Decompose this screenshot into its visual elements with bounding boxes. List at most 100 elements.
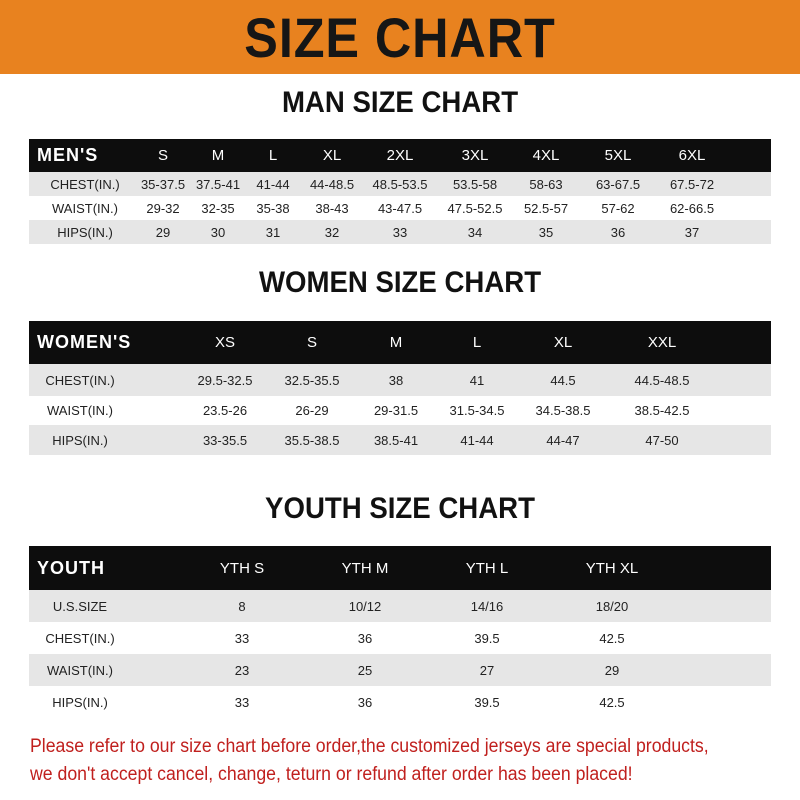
measurement-cell: 42.5 (599, 630, 625, 646)
measurement-cell: 44.5 (550, 372, 576, 388)
measurement-cell: 30 (210, 224, 226, 240)
size-header: XL (322, 147, 342, 164)
measurement-cell: 36 (610, 224, 626, 240)
measurement-cell: 47-50 (645, 432, 679, 448)
measurement-cell: 38-43 (315, 200, 349, 216)
table-row: CHEST(IN.) 35-37.5 37.5-41 41-44 44-48.5 48.5… (29, 172, 771, 196)
footer-notice: Please refer to our size chart before or… (30, 733, 737, 789)
measurement-cell: 58-63 (529, 176, 563, 192)
row-label: HIPS(IN.) (52, 694, 108, 710)
size-header: XS (214, 334, 236, 351)
measurement-cell: 39.5 (474, 694, 500, 710)
size-header: 3XL (461, 147, 489, 164)
size-header: XXL (647, 334, 677, 351)
size-header: M (389, 334, 403, 351)
size-header: M (211, 147, 225, 164)
measurement-cell: 18/20 (595, 598, 629, 614)
row-label: CHEST(IN.) (45, 630, 115, 646)
table-row: WAIST(IN.) 23.5-26 26-29 29-31.5 31.5-34.5 34… (29, 396, 771, 425)
measurement-cell: 29 (604, 662, 620, 678)
table-row: HIPS(IN.) 33 36 39.5 42.5 (29, 686, 771, 718)
size-header: S (157, 147, 169, 164)
youth-chart-title: YOUTH SIZE CHART (265, 492, 535, 525)
row-label: WAIST(IN.) (52, 200, 118, 216)
measurement-cell: 67.5-72 (669, 176, 715, 192)
footer-line-2: we don't accept cancel, change, teturn o… (30, 764, 633, 785)
measurement-cell: 31 (265, 224, 281, 240)
women-size-table: WOMEN'S XS S M L XL XXL CHEST(IN.) 29.5-32.5 32.5… (29, 321, 771, 455)
measurement-cell: 44.5-48.5 (634, 372, 690, 388)
measurement-cell: 8 (238, 598, 246, 614)
row-label: WAIST(IN.) (47, 662, 113, 678)
measurement-cell: 48.5-53.5 (372, 176, 428, 192)
measurement-cell: 38.5-42.5 (634, 403, 690, 418)
measurement-cell: 37.5-41 (195, 176, 241, 192)
size-header: 6XL (678, 147, 706, 164)
measurement-cell: 37 (684, 224, 700, 240)
men-header-row: MEN'S S M L XL 2XL 3XL 4XL 5XL 6XL (29, 139, 771, 172)
table-row: WAIST(IN.) 29-32 32-35 35-38 38-43 43-47.5 47.… (29, 196, 771, 220)
measurement-cell: 36 (357, 694, 373, 710)
table-row: WAIST(IN.) 23 25 27 29 (29, 654, 771, 686)
footer-line-1: Please refer to our size chart before or… (30, 736, 709, 757)
size-header: 2XL (386, 147, 414, 164)
size-header: YTH S (219, 559, 265, 577)
measurement-cell: 29.5-32.5 (197, 372, 253, 388)
measurement-cell: 35.5-38.5 (284, 432, 340, 448)
row-label: HIPS(IN.) (52, 432, 108, 448)
row-label: CHEST(IN.) (45, 372, 115, 388)
table-row: CHEST(IN.) 33 36 39.5 42.5 (29, 622, 771, 654)
table-title-cell: WOMEN'S (37, 332, 132, 352)
measurement-cell: 32 (324, 224, 340, 240)
youth-header-row: YOUTH YTH S YTH M YTH L YTH XL (29, 546, 771, 590)
measurement-cell: 62-66.5 (669, 200, 715, 216)
measurement-cell: 42.5 (599, 694, 625, 710)
measurement-cell: 33 (234, 630, 250, 646)
size-header: YTH XL (585, 559, 639, 577)
size-header: S (306, 334, 318, 351)
row-label: WAIST(IN.) (47, 403, 113, 418)
measurement-cell: 33 (392, 224, 408, 240)
table-row: U.S.SIZE 8 10/12 14/16 18/20 (29, 590, 771, 622)
measurement-cell: 41-44 (256, 176, 290, 192)
measurement-cell: 35-38 (256, 200, 290, 216)
measurement-cell: 35 (538, 224, 554, 240)
measurement-cell: 53.5-58 (452, 176, 498, 192)
table-row: CHEST(IN.) 29.5-32.5 32.5-35.5 38 41 44.5 44.5… (29, 364, 771, 396)
youth-size-table: YOUTH YTH S YTH M YTH L YTH XL U.S.SIZE 8 10/12… (29, 546, 771, 718)
measurement-cell: 39.5 (474, 630, 500, 646)
measurement-cell: 47.5-52.5 (447, 200, 503, 216)
measurement-cell: 23 (234, 662, 250, 678)
table-row: HIPS(IN.) 33-35.5 35.5-38.5 38.5-41 41-44 44-… (29, 425, 771, 455)
size-header: L (268, 147, 278, 164)
measurement-cell: 35-37.5 (140, 176, 186, 192)
men-chart-title: MAN SIZE CHART (281, 86, 519, 119)
measurement-cell: 52.5-57 (523, 200, 569, 216)
measurement-cell: 32.5-35.5 (284, 372, 340, 388)
measurement-cell: 34 (467, 224, 483, 240)
size-header: YTH M (341, 559, 389, 577)
measurement-cell: 57-62 (601, 200, 635, 216)
measurement-cell: 14/16 (470, 598, 504, 614)
measurement-cell: 27 (479, 662, 495, 678)
measurement-cell: 31.5-34.5 (449, 403, 505, 418)
size-header: 4XL (532, 147, 560, 164)
measurement-cell: 43-47.5 (377, 200, 423, 216)
women-chart-title: WOMEN SIZE CHART (258, 266, 542, 299)
size-header: XL (553, 334, 573, 351)
measurement-cell: 44-48.5 (309, 176, 355, 192)
table-row: HIPS(IN.) 29 30 31 32 33 34 35 36 37 (29, 220, 771, 244)
row-label: CHEST(IN.) (50, 176, 120, 192)
measurement-cell: 44-47 (546, 432, 580, 448)
table-title-cell: YOUTH (37, 557, 105, 578)
measurement-cell: 29-31.5 (373, 403, 419, 418)
banner-title: SIZE CHART (244, 5, 556, 69)
size-header: YTH L (465, 559, 509, 577)
measurement-cell: 41 (469, 372, 485, 388)
measurement-cell: 34.5-38.5 (535, 403, 591, 418)
measurement-cell: 10/12 (348, 598, 382, 614)
size-header: L (472, 334, 482, 351)
measurement-cell: 32-35 (201, 200, 235, 216)
measurement-cell: 26-29 (295, 403, 329, 418)
measurement-cell: 41-44 (460, 432, 494, 448)
